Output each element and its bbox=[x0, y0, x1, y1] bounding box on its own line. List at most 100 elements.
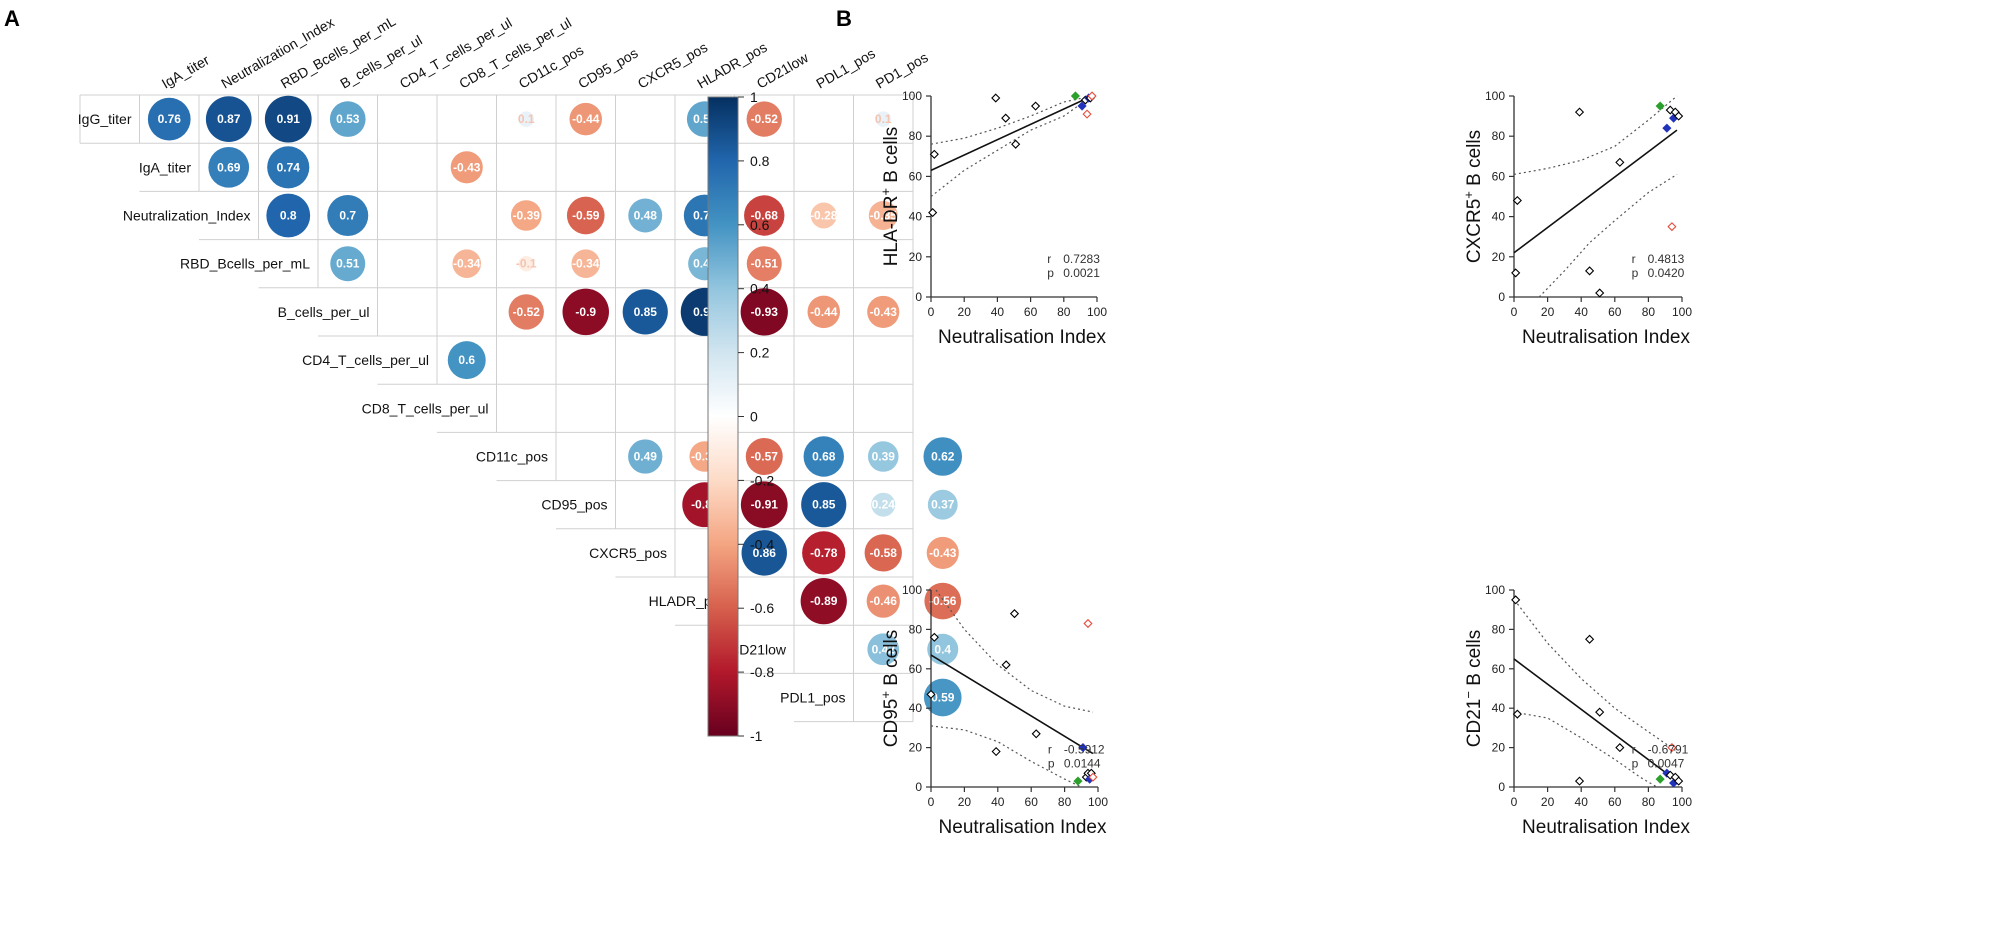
x-tick-label: 40 bbox=[991, 305, 1005, 319]
stat-r-value: -0.6791 bbox=[1648, 743, 1689, 757]
corr-value: -0.43 bbox=[453, 160, 481, 174]
corr-circle bbox=[927, 489, 958, 520]
corr-circle bbox=[867, 633, 900, 666]
corr-value: -0.44 bbox=[810, 305, 838, 319]
y-tick-label: 0 bbox=[915, 290, 922, 304]
corr-circle bbox=[628, 439, 663, 474]
y-tick-label: 100 bbox=[1485, 89, 1505, 103]
corr-value: 0.7 bbox=[339, 209, 356, 223]
x-tick-label: 40 bbox=[1575, 305, 1589, 319]
corr-value: -0.93 bbox=[751, 305, 779, 319]
colorbar-tick-label: 0.6 bbox=[750, 217, 770, 233]
corr-circle bbox=[267, 146, 310, 189]
y-axis-title: CD95+ B cells bbox=[878, 630, 903, 747]
data-point bbox=[1073, 776, 1083, 786]
data-point bbox=[1031, 101, 1041, 111]
corr-circle bbox=[628, 198, 663, 233]
corr-value: -0.9 bbox=[575, 305, 596, 319]
corr-circle bbox=[208, 146, 250, 188]
x-tick-label: 20 bbox=[1541, 795, 1555, 809]
stat-p-value: 0.0047 bbox=[1648, 757, 1685, 771]
ci-lower bbox=[1538, 173, 1678, 298]
corr-circle bbox=[800, 577, 847, 625]
corr-value: -0.91 bbox=[751, 498, 779, 512]
stat-p-value: 0.0021 bbox=[1063, 266, 1100, 280]
colorbar-tick-label: 0.4 bbox=[750, 281, 770, 297]
row-label: CD8_T_cells_per_ul bbox=[362, 400, 489, 416]
y-axis-title: HLA-DR+ B cells bbox=[878, 127, 903, 267]
corr-circle bbox=[518, 111, 534, 127]
data-point bbox=[1615, 157, 1625, 167]
data-point bbox=[1585, 634, 1595, 644]
corr-circle bbox=[746, 101, 782, 137]
corr-circle bbox=[330, 246, 366, 282]
corr-value: -0.46 bbox=[870, 594, 898, 608]
x-tick-label: 0 bbox=[928, 305, 935, 319]
stat-r-label: r bbox=[1632, 743, 1636, 757]
corr-circle bbox=[205, 96, 252, 142]
data-point bbox=[1512, 195, 1522, 206]
data-point bbox=[1083, 618, 1093, 629]
x-tick-label: 40 bbox=[991, 795, 1005, 809]
corr-circle bbox=[740, 288, 788, 336]
corr-circle bbox=[566, 196, 605, 235]
corr-circle bbox=[807, 295, 841, 329]
data-point bbox=[1088, 772, 1098, 782]
y-axis-title: CXCR5+ B cells bbox=[1461, 130, 1486, 263]
y-tick-label: 40 bbox=[1492, 701, 1506, 715]
corr-circle bbox=[447, 341, 486, 380]
x-tick-label: 80 bbox=[1058, 795, 1072, 809]
colorbar-tick-label: 1 bbox=[750, 89, 758, 105]
data-point bbox=[1665, 770, 1675, 780]
corr-circle bbox=[746, 246, 782, 282]
stat-p-label: p bbox=[1048, 757, 1055, 771]
colorbar-tick-label: -0.6 bbox=[750, 600, 774, 616]
corr-circle bbox=[803, 436, 844, 477]
stat-r-value: -0.5912 bbox=[1064, 743, 1105, 757]
corr-circle bbox=[264, 95, 312, 143]
row-label: CD11c_pos bbox=[476, 449, 548, 465]
data-point bbox=[1009, 609, 1020, 619]
corr-circle bbox=[329, 101, 366, 137]
corr-value: 0.74 bbox=[277, 160, 301, 174]
y-tick-label: 60 bbox=[1492, 169, 1506, 183]
ci-upper bbox=[1513, 95, 1678, 175]
data-point bbox=[1595, 288, 1605, 298]
data-point bbox=[1031, 729, 1041, 739]
ci-upper bbox=[935, 589, 1094, 713]
row-label: CD21low bbox=[729, 641, 787, 657]
corr-circle bbox=[327, 195, 369, 236]
data-point bbox=[991, 746, 1001, 757]
row-label: CD95_pos bbox=[541, 497, 607, 513]
corr-value: -0.52 bbox=[751, 112, 779, 126]
scatter-panels: 0 20 40 60 80 100 0 20 40 60 80 100 r 0.7283 p 0.0021 Ne… bbox=[878, 89, 1693, 838]
corr-circle bbox=[740, 481, 788, 529]
corr-circle bbox=[867, 441, 899, 472]
y-tick-label: 100 bbox=[902, 89, 922, 103]
y-tick-label: 80 bbox=[1492, 129, 1506, 143]
corr-value: 0.86 bbox=[753, 546, 777, 560]
row-label: RBD_Bcells_per_mL bbox=[180, 256, 310, 272]
data-point bbox=[991, 93, 1001, 103]
corr-value: -0.57 bbox=[751, 450, 779, 464]
corr-value: -0.58 bbox=[870, 546, 898, 560]
corr-value: 0.76 bbox=[158, 112, 182, 126]
corr-circle bbox=[866, 584, 900, 618]
corr-circle bbox=[868, 201, 898, 230]
x-tick-label: 20 bbox=[958, 795, 972, 809]
corr-value: -0.35 bbox=[870, 209, 898, 223]
x-axis-title: Neutralisation Index bbox=[939, 817, 1107, 838]
y-tick-label: 100 bbox=[902, 583, 922, 597]
y-tick-label: 60 bbox=[909, 662, 923, 676]
data-point bbox=[929, 149, 939, 159]
corr-circle bbox=[801, 482, 847, 528]
y-tick-label: 0 bbox=[1498, 290, 1505, 304]
data-point bbox=[1674, 111, 1684, 121]
correlation-matrix: IgG_titerIgA_titerNeutralization_IndexRB… bbox=[78, 13, 963, 723]
x-tick-label: 0 bbox=[1511, 795, 1518, 809]
stat-r-value: 0.7283 bbox=[1063, 252, 1100, 266]
colorbar-tick-label: 0.2 bbox=[750, 345, 770, 361]
ci-upper bbox=[930, 95, 1093, 145]
corr-value: -0.43 bbox=[870, 305, 898, 319]
corr-value: 0.51 bbox=[336, 257, 360, 271]
